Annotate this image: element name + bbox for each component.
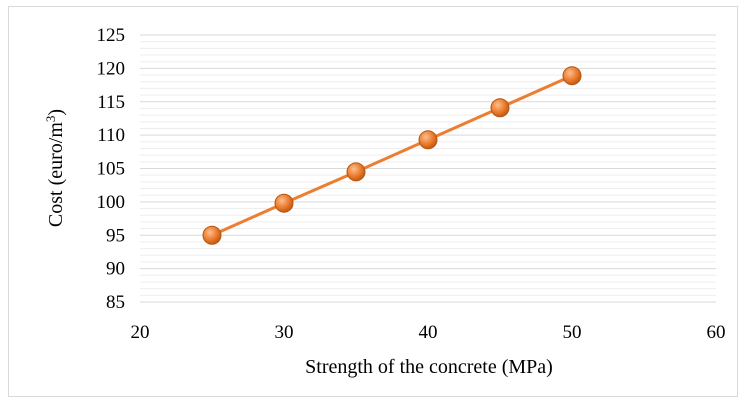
y-axis-title-close: ) [45, 109, 67, 116]
y-axis-title-main: Cost (euro/m [45, 122, 67, 227]
y-tick-label: 95 [106, 225, 125, 246]
x-tick-label: 30 [275, 322, 294, 343]
y-axis-title-superscript: 3 [43, 116, 58, 123]
data-point [346, 162, 366, 182]
y-axis-title: Cost (euro/m3) [43, 109, 67, 227]
x-tick-label: 40 [419, 322, 438, 343]
y-tick-label: 105 [97, 159, 126, 180]
x-tick-label: 60 [707, 322, 726, 343]
y-tick-label: 120 [97, 58, 126, 79]
data-point [490, 98, 510, 118]
x-tick-labels: 20 30 40 50 60 [131, 322, 726, 343]
x-tick-label: 50 [563, 322, 582, 343]
x-axis-title: Strength of the concrete (MPa) [305, 356, 553, 378]
data-point [274, 193, 294, 213]
y-tick-label: 125 [97, 25, 126, 46]
data-point [202, 225, 222, 245]
data-point [418, 130, 438, 150]
y-tick-label: 110 [97, 125, 125, 146]
data-point [562, 66, 582, 86]
y-tick-label: 85 [106, 292, 125, 313]
y-tick-label: 90 [106, 259, 125, 280]
series-line [211, 74, 573, 237]
y-tick-label: 115 [97, 92, 125, 113]
x-tick-label: 20 [131, 322, 150, 343]
grid [140, 34, 716, 303]
y-tick-label: 100 [97, 192, 126, 213]
series [202, 66, 582, 245]
y-tick-labels: 85 90 95 100 105 110 115 120 125 [97, 25, 126, 313]
